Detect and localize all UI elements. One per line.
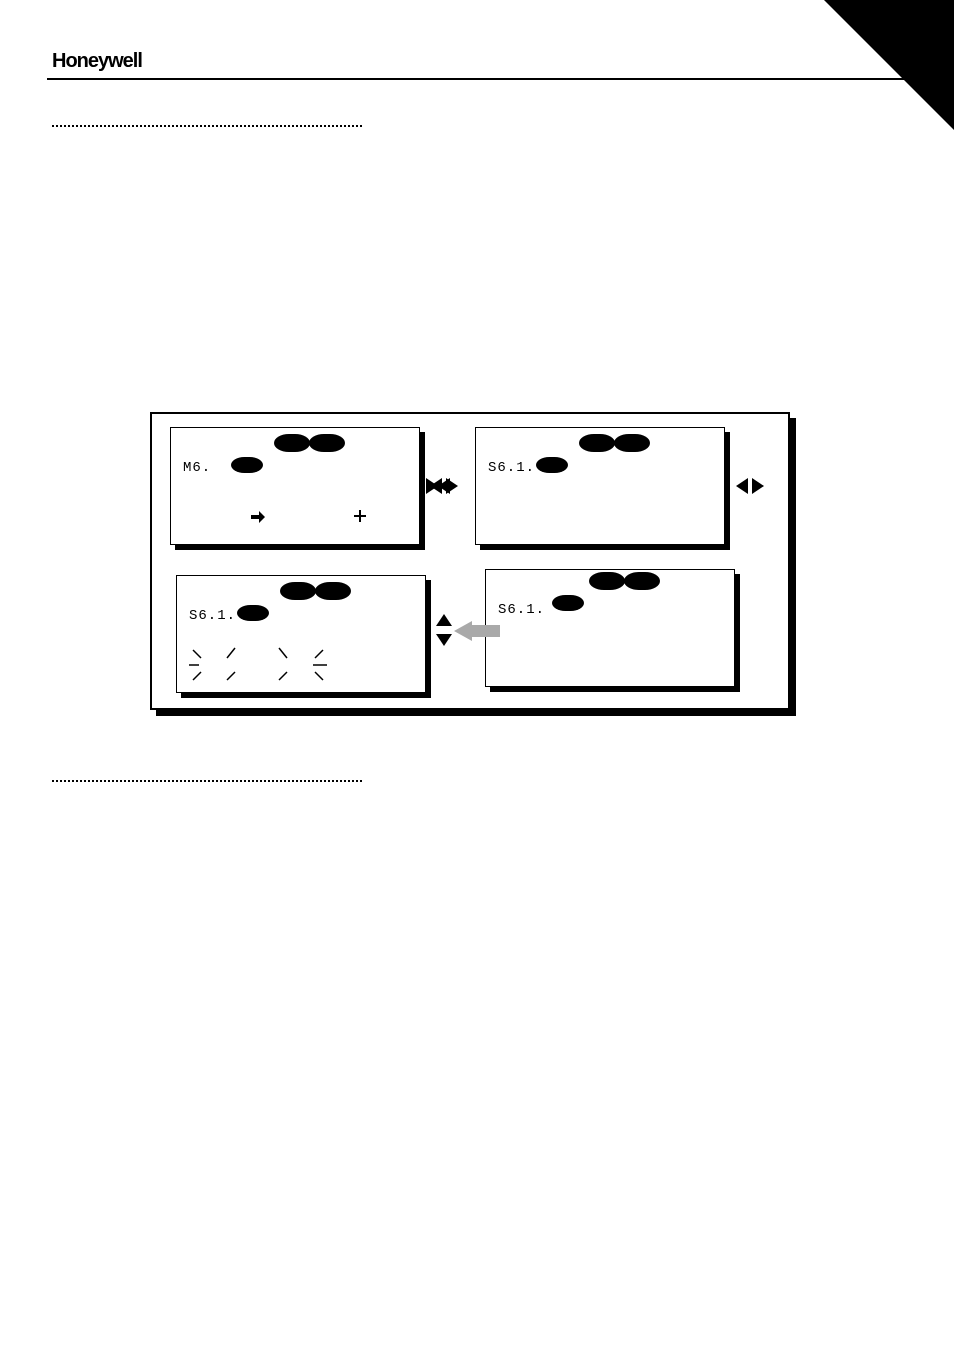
up-down-arrows-icon	[432, 612, 456, 648]
ticks-icon	[187, 640, 357, 690]
blob-icon	[309, 434, 345, 452]
blob-icon	[579, 434, 615, 452]
blob-icon	[274, 434, 310, 452]
blob-icon	[237, 605, 269, 621]
blob-icon	[552, 595, 584, 611]
diagram-frame: M6. S6.1.	[150, 412, 790, 710]
panel-label: S6.1.	[488, 460, 535, 476]
blob-icon	[315, 582, 351, 600]
panel-label: S6.1.	[498, 602, 545, 618]
panel-bottom-left: S6.1.	[176, 575, 426, 693]
left-right-arrows-icon	[732, 474, 768, 498]
panel-bottom-right: S6.1.	[485, 569, 735, 687]
blob-icon	[231, 457, 263, 473]
panel-label: M6.	[183, 460, 211, 476]
brand-logo: Honeywell	[52, 50, 142, 73]
blob-icon	[624, 572, 660, 590]
dotted-rule-2	[52, 780, 362, 782]
panel-top-left: M6.	[170, 427, 420, 545]
blob-icon	[589, 572, 625, 590]
panel-label: S6.1.	[189, 608, 236, 624]
blob-icon	[280, 582, 316, 600]
thick-left-arrow-icon	[454, 621, 500, 641]
header-rule	[47, 78, 907, 80]
left-right-arrows-icon	[426, 474, 462, 498]
plus-arrow-icon	[351, 508, 369, 526]
blob-icon	[614, 434, 650, 452]
arrow-right-icon	[249, 508, 267, 526]
panel-top-right: S6.1.	[475, 427, 725, 545]
corner-triangle	[824, 0, 954, 130]
dotted-rule-1	[52, 125, 362, 127]
blob-icon	[536, 457, 568, 473]
